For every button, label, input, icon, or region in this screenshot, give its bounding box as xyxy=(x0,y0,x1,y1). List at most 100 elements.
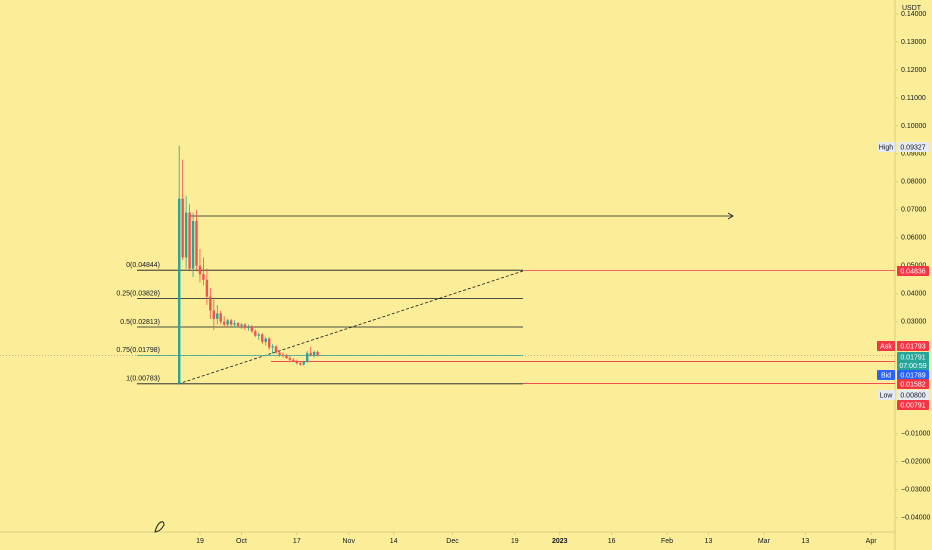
price-badge xyxy=(897,400,929,410)
y-tick-label: −0.02000 xyxy=(901,459,930,466)
y-tick-label: 0.09000 xyxy=(901,151,926,158)
candle-body xyxy=(188,212,191,269)
y-tick-label: −0.04000 xyxy=(901,514,930,521)
candle-body xyxy=(257,334,260,336)
x-tick-label: 17 xyxy=(293,538,301,545)
badge-tag-label: Ask xyxy=(880,343,892,350)
candle-body xyxy=(216,313,219,319)
candle-body xyxy=(236,323,240,326)
candle-body xyxy=(226,320,229,325)
candle-body xyxy=(267,338,271,348)
price-badge-label: 0.00791 xyxy=(900,402,925,409)
candle-body xyxy=(240,324,243,326)
candle-body xyxy=(222,321,226,325)
candle-body xyxy=(285,355,288,359)
trend-line xyxy=(177,270,524,385)
price-badge-label: 0.01791 xyxy=(900,354,925,361)
y-tick-label: 0.04000 xyxy=(901,291,926,298)
candle-body xyxy=(278,352,281,355)
y-tick-label: 0.14000 xyxy=(901,11,926,18)
fib-label: 0.75(0.01798) xyxy=(116,347,160,354)
candle-body xyxy=(299,363,302,365)
candle-body xyxy=(254,331,257,336)
candle-body xyxy=(177,198,181,384)
candle-body xyxy=(274,346,278,353)
price-badge xyxy=(897,370,929,380)
candle-body xyxy=(302,361,305,365)
y-tick-label: 0.07000 xyxy=(901,207,926,214)
candle-body xyxy=(229,320,233,325)
candle-body xyxy=(202,274,205,280)
candle-body xyxy=(209,296,212,311)
candle-body xyxy=(243,324,247,328)
badge-tag-label: Bid xyxy=(881,372,891,379)
fib-label: 0.25(0.03828) xyxy=(116,290,160,297)
countdown-badge xyxy=(897,361,929,370)
x-tick-label: 19 xyxy=(196,538,204,545)
candle-body xyxy=(306,353,309,362)
x-tick-label: 14 xyxy=(390,538,398,545)
price-badge-label: 0.09327 xyxy=(900,144,925,151)
candle-body xyxy=(195,221,198,266)
candle-body xyxy=(264,338,267,342)
candle-body xyxy=(288,358,292,360)
badge-tag xyxy=(877,370,895,380)
fib-label: 1(0.00783) xyxy=(126,376,160,383)
x-tick-label: Oct xyxy=(236,538,247,545)
candle-body xyxy=(205,279,209,297)
y-tick-label: 0.06000 xyxy=(901,235,926,242)
price-badge xyxy=(897,352,929,362)
y-tick-label: −0.03000 xyxy=(901,486,930,493)
price-badge xyxy=(897,142,929,152)
candle-body xyxy=(309,353,312,356)
candle-body xyxy=(281,354,285,356)
badge-tag-label: High xyxy=(879,144,894,151)
price-badge-label: 0.01793 xyxy=(900,343,925,350)
candle-body xyxy=(250,326,254,332)
ray-arrow xyxy=(727,212,734,220)
candle-body xyxy=(247,326,250,328)
candle-body xyxy=(181,198,184,258)
price-badge-label: 0.04836 xyxy=(900,268,925,275)
candle-body xyxy=(316,351,319,356)
candle-body xyxy=(233,323,236,325)
candle-body xyxy=(295,361,299,364)
candle-body xyxy=(312,351,316,356)
candle-body xyxy=(292,359,295,362)
currency-label: USDT xyxy=(902,5,922,12)
logo xyxy=(154,521,165,533)
price-badge-label: 0.00800 xyxy=(900,392,925,399)
y-tick-label: 0.11000 xyxy=(901,95,926,102)
price-badge xyxy=(897,341,929,351)
x-tick-label: Nov xyxy=(343,538,356,545)
price-badge xyxy=(897,266,929,276)
candle-body xyxy=(271,346,274,348)
candle-body xyxy=(191,221,195,269)
fib-label: 0(0.04844) xyxy=(126,262,160,269)
fib-label: 0.5(0.02813) xyxy=(120,319,160,326)
candle-body xyxy=(261,334,264,342)
x-tick-label: Mar xyxy=(758,538,771,545)
x-tick-label: 2023 xyxy=(552,538,568,545)
price-badge xyxy=(897,379,929,389)
candle-body xyxy=(212,310,216,319)
countdown: 07:00:59 xyxy=(899,363,926,370)
badge-tag-label: Low xyxy=(880,392,894,399)
y-tick-label: 0.10000 xyxy=(901,123,926,130)
badge-tag xyxy=(877,341,895,351)
price-badge xyxy=(897,390,929,400)
x-tick-label: 16 xyxy=(608,538,616,545)
x-tick-label: 13 xyxy=(801,538,809,545)
x-tick-label: Feb xyxy=(661,538,673,545)
candle-body xyxy=(219,313,222,322)
price-badge-label: 0.01789 xyxy=(900,372,925,379)
x-tick-label: Dec xyxy=(446,538,459,545)
badge-tag xyxy=(877,142,895,152)
candle-body xyxy=(198,265,202,275)
price-badge-label: 0.01582 xyxy=(900,381,925,388)
y-tick-label: 0.12000 xyxy=(901,67,926,74)
y-tick-label: 0.13000 xyxy=(901,39,926,46)
y-tick-label: 0.03000 xyxy=(901,319,926,326)
